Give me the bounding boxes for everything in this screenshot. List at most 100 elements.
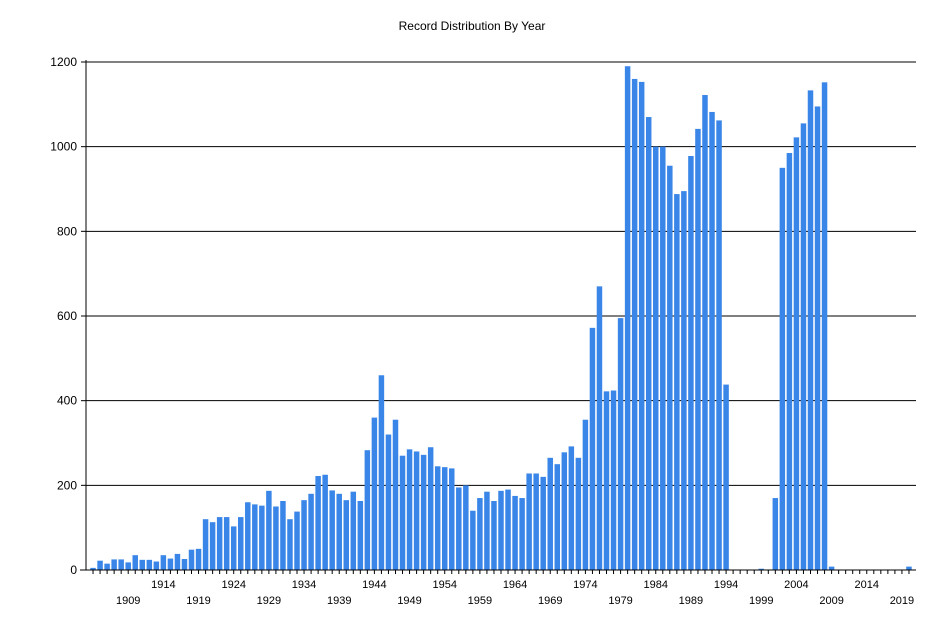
y-tick-label: 1200 — [50, 55, 77, 69]
x-axis-tick-labels: 1914 1924 1934 1944 1954 1964 1974 1984 1994 2004… — [116, 579, 914, 607]
y-tick-label: 600 — [57, 309, 77, 323]
bar — [336, 493, 342, 570]
x-tick-label: 2014 — [855, 579, 879, 591]
bar — [688, 155, 694, 571]
bar — [456, 487, 462, 570]
bar — [653, 146, 659, 570]
bar — [132, 555, 138, 570]
bar — [343, 500, 349, 570]
x-tick-label: 1919 — [186, 595, 210, 607]
bar — [216, 517, 223, 570]
bar — [828, 566, 835, 570]
bar — [315, 476, 321, 570]
bar — [814, 106, 821, 570]
bar — [371, 417, 378, 570]
axes — [80, 60, 916, 574]
bar — [561, 452, 568, 570]
x-tick-label: 1914 — [151, 579, 175, 591]
bar — [660, 146, 666, 570]
x-tick-label: 1959 — [468, 595, 492, 607]
bar — [603, 391, 610, 570]
bar — [575, 457, 582, 570]
bar — [406, 449, 413, 570]
bar — [554, 464, 561, 570]
bar — [568, 446, 575, 570]
bar — [589, 327, 596, 570]
bar — [449, 468, 455, 570]
bar — [582, 419, 589, 570]
x-tick-label: 2004 — [784, 579, 808, 591]
bar — [195, 548, 202, 570]
bar — [252, 504, 258, 570]
bar — [146, 559, 153, 570]
bar — [540, 476, 546, 570]
x-tick-label: 1989 — [679, 595, 703, 607]
bar — [364, 450, 371, 570]
bar — [357, 500, 364, 570]
bar — [596, 286, 603, 570]
bar — [266, 490, 272, 570]
x-tick-label: 1994 — [714, 579, 738, 591]
bar — [202, 519, 209, 570]
bar — [821, 82, 828, 570]
x-tick-label: 1999 — [749, 595, 773, 607]
x-tick-label: 1974 — [573, 579, 597, 591]
bar — [392, 419, 399, 570]
bar — [350, 491, 357, 570]
y-tick-label: 800 — [57, 224, 77, 238]
bar — [223, 517, 230, 570]
chart-title: Record Distribution By Year — [399, 19, 546, 33]
x-tick-label: 1939 — [327, 595, 351, 607]
bar — [259, 505, 265, 570]
bar — [519, 498, 525, 570]
x-tick-label: 2009 — [819, 595, 843, 607]
bar — [667, 165, 673, 570]
bar — [512, 495, 518, 570]
bar — [617, 318, 624, 570]
bar — [723, 384, 729, 570]
bar — [610, 390, 617, 570]
bar — [111, 559, 117, 570]
bar — [153, 561, 160, 570]
x-tick-label: 1949 — [397, 595, 421, 607]
bar — [624, 66, 631, 570]
bar — [800, 123, 807, 570]
bar — [716, 120, 722, 571]
bar — [547, 457, 553, 570]
bar — [758, 568, 764, 570]
x-tick-label: 1944 — [362, 579, 386, 591]
bar — [385, 434, 392, 570]
bar — [638, 81, 645, 570]
bar — [399, 455, 406, 570]
bar — [230, 526, 237, 570]
bar — [160, 555, 167, 570]
bar — [709, 111, 715, 570]
x-tick-label: 2019 — [890, 595, 914, 607]
bar — [273, 506, 279, 570]
bar — [188, 549, 195, 570]
bar — [97, 560, 103, 570]
bar — [245, 502, 251, 570]
bar — [779, 167, 786, 571]
bar — [505, 489, 511, 570]
bar — [631, 78, 638, 570]
x-tick-label: 1929 — [257, 595, 281, 607]
bar — [209, 522, 216, 570]
x-tick-label: 1924 — [221, 579, 245, 591]
bar — [427, 447, 434, 570]
bar — [413, 451, 420, 570]
x-tick-label: 1909 — [116, 595, 140, 607]
bar — [477, 498, 483, 570]
bar — [139, 559, 146, 570]
bar — [498, 490, 504, 570]
y-tick-label: 200 — [57, 478, 77, 492]
y-tick-label: 1000 — [50, 140, 77, 154]
x-tick-label: 1979 — [608, 595, 632, 607]
bar — [378, 375, 385, 570]
bar — [906, 566, 912, 570]
bar — [420, 454, 427, 570]
y-tick-label: 0 — [70, 563, 77, 577]
bar — [463, 485, 469, 570]
bar — [167, 558, 174, 570]
